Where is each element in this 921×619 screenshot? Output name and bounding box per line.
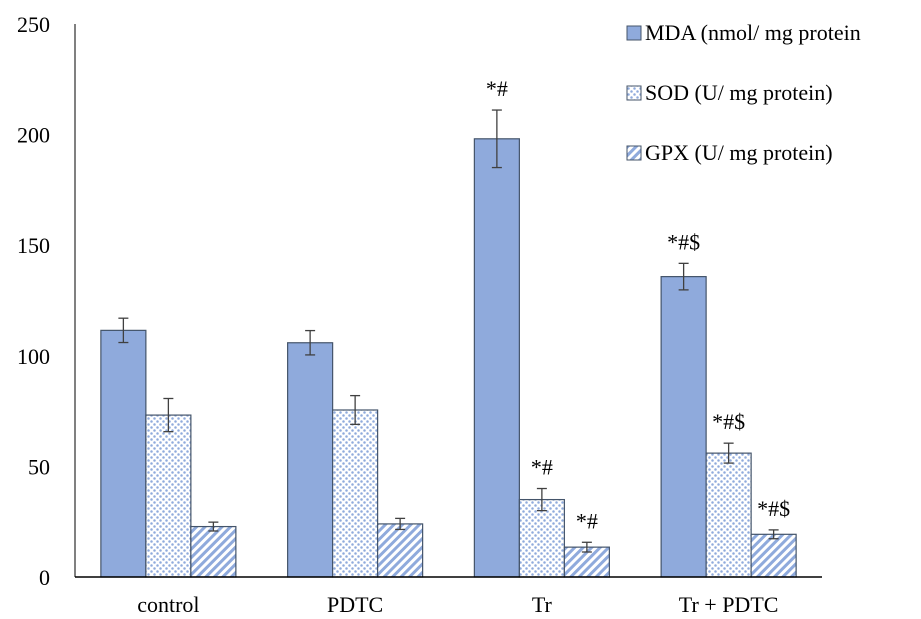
bar [377, 523, 424, 578]
y-tick-label: 150 [17, 233, 50, 258]
y-tick-label: 250 [17, 12, 50, 37]
bar [332, 409, 379, 578]
bar [287, 342, 334, 578]
bar [473, 138, 520, 578]
legend-label: SOD (U/ mg protein) [645, 80, 833, 105]
y-tick-label: 50 [28, 454, 50, 479]
significance-label: *#$ [712, 409, 745, 434]
bar [660, 276, 707, 578]
bar [705, 452, 752, 578]
bar [145, 414, 192, 578]
legend-swatch [626, 145, 642, 161]
legend-label: MDA (nmol/ mg protein [645, 20, 861, 45]
bar [190, 525, 237, 578]
x-tick-label: Tr [532, 592, 553, 617]
bar [750, 533, 797, 578]
legend-label: GPX (U/ mg protein) [645, 140, 833, 165]
bar [100, 329, 147, 578]
x-tick-label: Tr + PDTC [679, 592, 779, 617]
bar [518, 498, 565, 578]
y-tick-label: 0 [39, 565, 50, 590]
legend-swatch [626, 85, 642, 101]
y-axis-ticks: 0 50 100 150 200 250 [17, 12, 50, 590]
significance-label: *# [531, 455, 553, 480]
x-tick-label: PDTC [327, 592, 383, 617]
significance-label: *# [576, 508, 598, 533]
legend-swatch [626, 25, 642, 41]
significance-label: *#$ [757, 496, 790, 521]
significance-label: *#$ [667, 229, 700, 254]
legend: MDA (nmol/ mg protein SOD (U/ mg protein)… [626, 20, 861, 165]
x-tick-label: control [137, 592, 199, 617]
x-axis-labels: control PDTC Tr Tr + PDTC [137, 592, 778, 617]
y-tick-label: 200 [17, 123, 50, 148]
y-tick-label: 100 [17, 344, 50, 369]
significance-label: *# [486, 76, 508, 101]
